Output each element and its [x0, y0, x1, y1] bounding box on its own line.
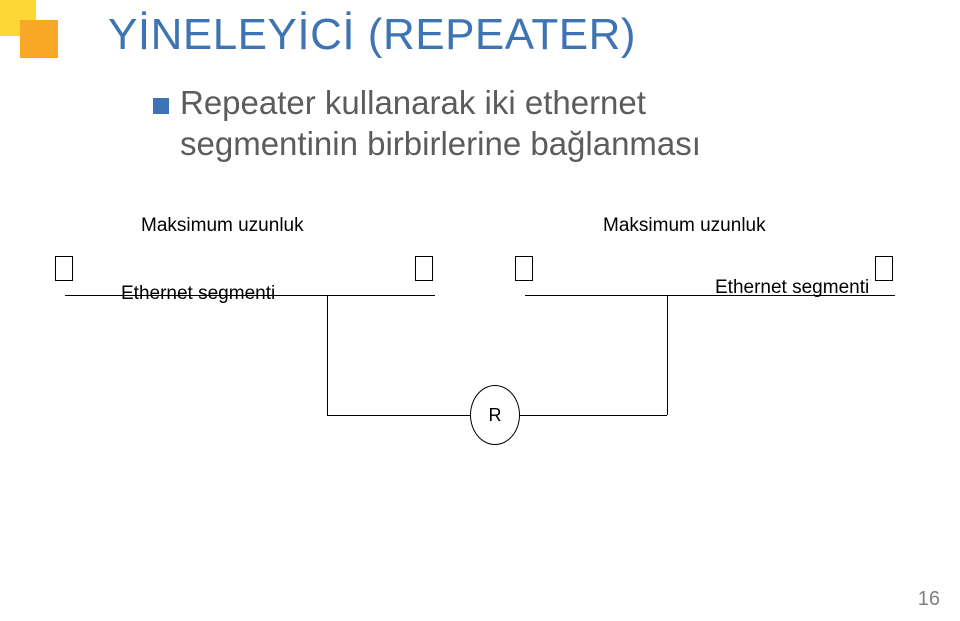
- slide-title: YİNELEYİCİ (REPEATER): [108, 10, 636, 60]
- bus-line-right: [525, 295, 895, 296]
- page-number: 16: [918, 588, 940, 611]
- label-max-right: Maksimum uzunluk: [603, 215, 766, 237]
- bullet-icon: [153, 98, 169, 114]
- terminal-node: [55, 256, 73, 281]
- label-max-left: Maksimum uzunluk: [141, 215, 304, 237]
- terminal-node: [875, 256, 893, 281]
- bus-line-left: [65, 295, 435, 296]
- repeater-label: R: [489, 405, 502, 426]
- connector-right: [515, 415, 667, 416]
- repeater-node: R: [470, 385, 520, 445]
- terminal-node: [515, 256, 533, 281]
- drop-line-right: [667, 295, 668, 415]
- corner-orange-square: [20, 20, 58, 58]
- label-eth-left: Ethernet segmenti: [121, 283, 275, 305]
- connector-left: [327, 415, 477, 416]
- repeater-diagram: Maksimum uzunluk Maksimum uzunluk Ethern…: [55, 215, 905, 515]
- body-line-1: Repeater kullanarak iki ethernet: [180, 82, 646, 123]
- terminal-node: [415, 256, 433, 281]
- drop-line-left: [327, 295, 328, 415]
- body-line-2: segmentinin birbirlerine bağlanması: [180, 123, 701, 164]
